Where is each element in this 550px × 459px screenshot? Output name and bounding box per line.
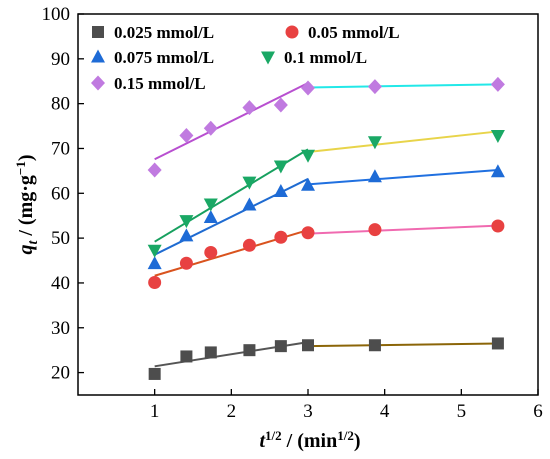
data-point-series-2: [274, 230, 288, 244]
x-tick-label: 2: [227, 401, 237, 422]
x-tick-label: 1: [150, 401, 160, 422]
fit-line-series-2-2: [307, 224, 498, 235]
legend-marker-3: [91, 49, 105, 63]
legend-label-1: 0.025 mmol/L: [114, 23, 214, 42]
data-point-series-3: [273, 184, 288, 198]
data-point-series-5: [179, 127, 194, 143]
y-tick-label: 80: [51, 94, 70, 115]
data-point-series-1: [243, 344, 256, 357]
data-point-series-5: [367, 79, 382, 95]
x-tick-label: 3: [303, 401, 313, 422]
data-point-series-4: [203, 198, 218, 212]
axis-labels: t1/2 / (min1/2) qt / (mg·g−1): [13, 154, 361, 452]
data-point-series-4: [301, 149, 315, 163]
y-tick-label: 30: [51, 318, 70, 339]
plot-frame: [77, 13, 539, 396]
y-tick-label: 40: [51, 273, 70, 294]
data-point-series-1: [204, 346, 217, 359]
data-point-series-5: [147, 162, 162, 178]
data-point-series-4: [147, 244, 162, 258]
y-tick-label: 100: [42, 4, 71, 25]
fit-line-series-1-2: [307, 342, 498, 348]
data-point-series-3: [203, 209, 218, 223]
data-point-series-4: [179, 215, 194, 229]
data-point-series-3: [367, 169, 382, 183]
data-point-series-1: [302, 339, 314, 352]
data-point-series-1: [491, 337, 504, 350]
x-tick-label: 6: [533, 401, 543, 422]
y-tick-label: 60: [51, 183, 70, 204]
data-point-series-4: [367, 136, 382, 150]
data-point-series-5: [490, 76, 505, 92]
x-tick-label: 5: [457, 401, 467, 422]
fit-line-series-5-1: [154, 82, 309, 161]
data-point-series-2: [301, 226, 315, 240]
legend-label-2: 0.05 mmol/L: [308, 23, 400, 42]
plot-border: [77, 13, 539, 396]
fit-lines: [154, 82, 499, 368]
axis-ticks: 1 2 3 4 5 6 20 30 40 50 60 70 80 90 100: [42, 4, 543, 422]
data-point-series-2: [148, 275, 162, 289]
data-point-series-5: [203, 120, 218, 136]
y-tick-label: 90: [51, 49, 70, 70]
legend-marker-2: [285, 25, 299, 39]
data-point-series-3: [179, 228, 194, 242]
legend-marker-4: [261, 51, 275, 65]
fit-line-series-5-2: [307, 83, 498, 89]
legend-label-3: 0.075 mmol/L: [114, 48, 214, 67]
data-point-series-2: [242, 238, 256, 252]
data-point-series-1: [148, 367, 161, 380]
y-axis-label: qt / (mg·g−1): [13, 154, 41, 254]
y-tick-label: 50: [51, 228, 70, 249]
y-tick-label: 70: [51, 138, 70, 159]
data-point-series-3: [147, 256, 162, 270]
data-point-series-2: [491, 219, 505, 233]
legend: 0.025 mmol/L 0.05 mmol/L 0.075 mmol/L 0.1 m…: [91, 23, 400, 93]
y-tick-label: 20: [51, 363, 70, 384]
legend-label-5: 0.15 mmol/L: [114, 74, 206, 93]
data-point-series-5: [273, 97, 288, 113]
data-point-series-2: [204, 245, 218, 259]
fit-line-series-4-2: [307, 130, 499, 154]
data-point-series-2: [368, 223, 382, 237]
data-point-series-1: [180, 350, 193, 363]
x-tick-label: 4: [380, 401, 390, 422]
data-point-series-4: [242, 176, 257, 190]
fit-line-series-3-2: [307, 168, 498, 186]
data-point-series-3: [242, 197, 257, 211]
data-point-series-5: [301, 80, 315, 96]
data-point-series-1: [274, 340, 287, 353]
legend-marker-5: [91, 75, 105, 91]
legend-label-4: 0.1 mmol/L: [284, 48, 367, 67]
data-point-series-5: [242, 100, 257, 116]
data-point-series-4: [490, 129, 505, 143]
data-points: [147, 76, 505, 380]
data-point-series-4: [273, 160, 288, 174]
legend-marker-1: [92, 26, 104, 38]
data-point-series-2: [179, 256, 193, 270]
data-point-series-3: [490, 164, 505, 178]
x-axis-label: t1/2 / (min1/2): [259, 428, 360, 452]
data-point-series-3: [301, 177, 315, 191]
fit-line-series-3-1: [154, 178, 309, 256]
data-point-series-1: [368, 339, 381, 352]
